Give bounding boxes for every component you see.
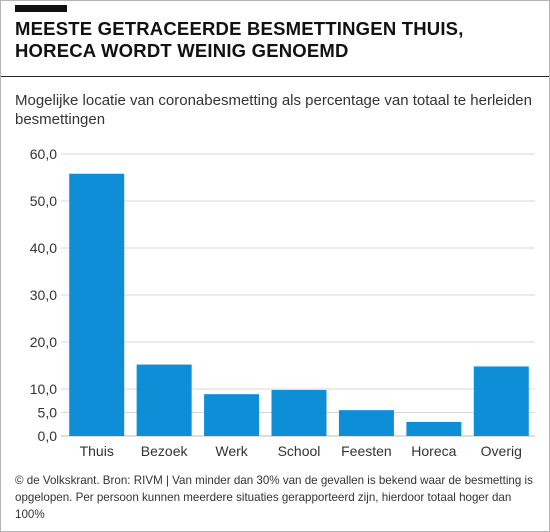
headline-line-2: HORECA WORDT WEINIG GENOEMD	[15, 40, 349, 61]
chart-subtitle: Mogelijke locatie van coronabesmetting a…	[15, 92, 532, 128]
x-tick-label: Horeca	[411, 443, 456, 459]
chart-headline: MEESTE GETRACEERDE BESMETTINGEN THUIS, H…	[15, 18, 535, 62]
x-tick-label: Bezoek	[141, 443, 189, 459]
header-divider	[1, 76, 549, 77]
bar-school	[271, 389, 327, 436]
y-tick-label: 5,0	[38, 405, 58, 421]
bar-chart: 0,0 5,0 10,0 20,0 30,0 40,0 50,0 60,0 Thuis Bezoe…	[30, 146, 535, 459]
bar-feesten	[338, 410, 394, 436]
y-tick-label: 50,0	[30, 193, 57, 209]
bar-werk	[204, 394, 260, 436]
headline-line-1: MEESTE GETRACEERDE BESMETTINGEN THUIS,	[15, 18, 464, 39]
y-tick-label: 20,0	[30, 334, 57, 350]
source-footnote: © de Volkskrant. Bron: RIVM | Van minder…	[15, 474, 533, 521]
y-tick-label: 40,0	[30, 240, 57, 256]
accent-bar	[15, 5, 67, 12]
x-tick-label: Feesten	[341, 443, 392, 459]
x-tick-label: Thuis	[80, 443, 114, 459]
bar-bezoek	[136, 364, 192, 436]
y-tick-label: 30,0	[30, 287, 57, 303]
y-tick-label: 60,0	[30, 146, 57, 162]
x-tick-label: School	[278, 443, 321, 459]
y-tick-label: 0,0	[38, 428, 58, 444]
x-tick-label: Overig	[481, 443, 522, 459]
y-tick-label: 10,0	[30, 381, 57, 397]
bar-thuis	[69, 173, 125, 437]
x-tick-label: Werk	[215, 443, 248, 459]
bar-overig	[473, 366, 529, 436]
bar-horeca	[406, 421, 462, 436]
